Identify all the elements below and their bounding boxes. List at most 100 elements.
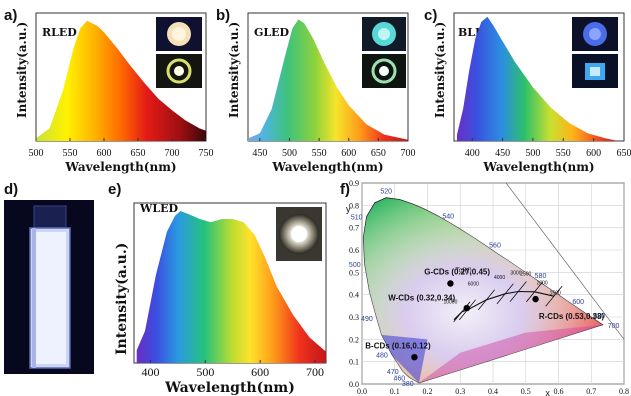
cie-wavelength-label: 510	[351, 215, 363, 222]
panel-c-xlabel: Wavelength(nm)	[482, 160, 594, 174]
cie-white-region	[363, 197, 603, 383]
cie-wavelength-label: 560	[489, 243, 501, 250]
gled-photo-insets	[362, 17, 406, 88]
wled-spectrum-plot: 400 500 600 700	[136, 211, 326, 379]
cie-point	[463, 304, 470, 312]
cie-wavelength-label: 380	[402, 381, 414, 388]
isotherm-tick	[545, 285, 563, 307]
cie-xlabel: x	[545, 388, 550, 396]
panel-b-title: GLED	[254, 26, 290, 39]
cie-x-tick-label: 0.1	[390, 387, 400, 396]
planckian-temp-label: 2000	[537, 281, 548, 287]
cie-point	[532, 295, 539, 303]
cie-wavelength-label: 490	[361, 316, 373, 323]
panel-b-xlabel: Wavelength(nm)	[271, 160, 383, 174]
gled-spectrum-plot: 450 500 550 600 650 700	[248, 19, 416, 159]
rled-photo-insets	[156, 17, 202, 88]
panel-b-letter: b)	[216, 7, 230, 24]
planckian-temp-label: 3000	[510, 271, 521, 277]
cie-blue-tint	[381, 334, 428, 383]
cie-point	[447, 280, 454, 287]
isotherm-tick	[509, 281, 527, 302]
x-tick-label: 450	[252, 148, 267, 159]
cie-x-tick-label: 0.3	[455, 387, 465, 396]
cie-y-tick-label: 0.4	[349, 291, 359, 300]
cie-wavelength-label: 500	[349, 262, 361, 269]
wled-photo-inset	[276, 207, 322, 261]
cie-y-tick-label: 0.0	[349, 380, 359, 389]
cie-wavelength-label: 520	[380, 189, 392, 196]
cuvette-photo	[4, 200, 94, 374]
cie-y-tick-label: 0.1	[349, 358, 359, 367]
x-tick-label: 600	[251, 365, 269, 379]
cie-wavelength-label: 480	[376, 352, 388, 359]
cie-guide-line	[505, 182, 625, 340]
cie-y-tick-label: 0.8	[349, 201, 359, 210]
x-tick-label: 500	[29, 148, 44, 159]
bled-photo-insets	[572, 17, 618, 88]
x-tick-label: 550	[556, 148, 571, 159]
cie-x-tick-label: 0.7	[586, 387, 596, 396]
panel-c-ylabel: Intensity(a.u.)	[433, 22, 447, 118]
x-tick-label: 400	[141, 365, 159, 379]
spectrum-area-e	[136, 211, 326, 363]
x-tick-label: 650	[371, 148, 386, 159]
spectrum-area-a	[36, 20, 206, 142]
cie-point-label: R-CDs (0.53,0.38)	[539, 312, 605, 321]
x-tick-label: 600	[341, 148, 356, 159]
cie-wavelength-label: 460	[393, 375, 405, 382]
x-tick-label: 500	[196, 365, 214, 379]
x-tick-label: 700	[306, 365, 324, 379]
x-tick-label: 550	[63, 148, 78, 159]
cie-point-label: G-CDs (0.27,0.45)	[424, 268, 490, 277]
panel-c-letter: c)	[424, 7, 437, 24]
cie-y-tick-label: 0.2	[349, 335, 359, 344]
isotherm-tick	[477, 289, 495, 311]
panel-a-title: RLED	[42, 26, 77, 39]
panel-e-letter: e)	[108, 181, 121, 198]
x-tick-label: 500	[282, 148, 297, 159]
panel-b-ylabel: Intensity(a.u.)	[227, 22, 241, 118]
cie-x-tick-label: 0.5	[521, 387, 531, 396]
cie-point-label: B-CDs (0.16,0.12)	[365, 341, 431, 350]
panel-a-letter: a)	[4, 7, 17, 24]
panel-a-ylabel: Intensity(a.u.)	[15, 22, 29, 118]
panel-e-ylabel: Intensity(a.u.)	[114, 243, 130, 355]
isotherm-tick	[496, 283, 514, 305]
x-tick-label: 400	[465, 148, 480, 159]
cie-y-tick-label: 0.6	[349, 246, 359, 255]
rled-spectrum-plot: 500 550 600 650 700 750	[29, 20, 214, 159]
cie-y-tick-label: 0.7	[349, 224, 359, 233]
planckian-locus	[453, 290, 555, 321]
isotherm-tick	[526, 281, 544, 303]
panel-f-letter: f)	[340, 181, 350, 198]
panel-a-xlabel: Wavelength(nm)	[64, 160, 176, 174]
planckian-temp-label: 2500	[520, 272, 531, 278]
planckian-temp-label: 6000	[468, 282, 479, 288]
cie-y-tick-label: 0.3	[349, 313, 359, 322]
bled-spectrum-plot: 400 450 500 550 600 650	[457, 16, 631, 159]
x-tick-label: 700	[165, 148, 180, 159]
planckian-temp-label: 1500	[550, 291, 561, 297]
cie-wavelength-label: 470	[387, 369, 399, 376]
cie-x-tick-label: 0.8	[619, 387, 629, 396]
cie-point-label: W-CDs (0.32,0.34)	[388, 293, 455, 302]
cie-y-tick-label: 0.5	[349, 268, 359, 277]
x-tick-label: 450	[495, 148, 510, 159]
cie-wavelength-label: 540	[442, 214, 454, 221]
cie-x-tick-label: 0.2	[423, 387, 433, 396]
x-tick-label: 550	[312, 148, 327, 159]
x-tick-label: 750	[199, 148, 214, 159]
tcp-label: Tc(K)	[455, 267, 471, 274]
x-tick-label: 650	[617, 148, 631, 159]
cie-point	[411, 354, 418, 361]
cie-x-tick-label: 0.0	[357, 387, 367, 396]
panel-d-letter: d)	[4, 181, 18, 198]
cie-wavelength-label: 580	[535, 273, 547, 280]
cie-diagram: 0.0 0.1 0.2 0.3 0.4 0.5 0.6 0.7 0.8 0.0 0.1 0.2 0.3 0…	[346, 179, 629, 396]
cie-wavelength-label: 700	[608, 323, 620, 330]
planckian-temp-label: 10000	[443, 300, 457, 306]
x-tick-label: 600	[97, 148, 112, 159]
cie-wavelength-label: 620	[593, 313, 605, 320]
